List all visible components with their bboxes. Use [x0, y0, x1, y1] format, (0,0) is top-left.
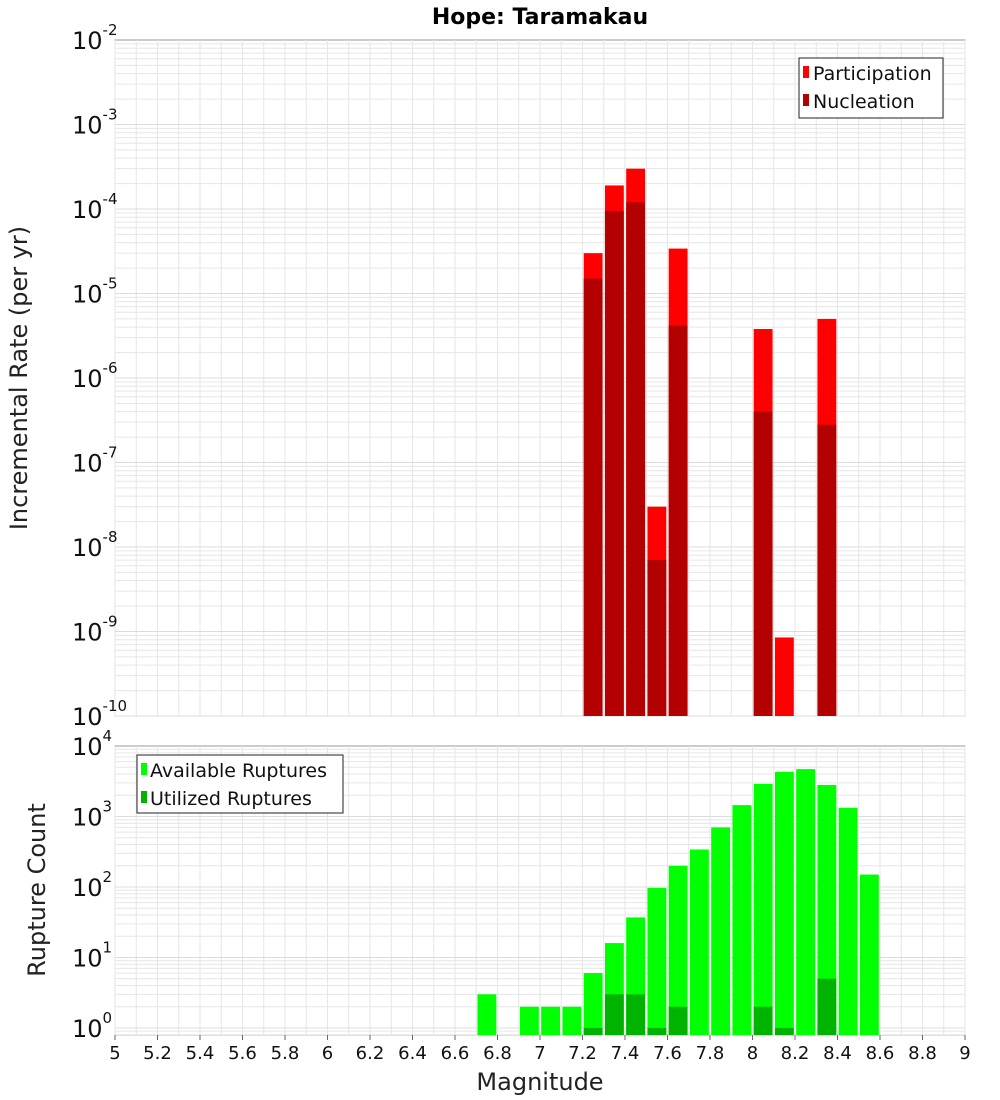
x-axis-label: Magnitude: [476, 1068, 603, 1096]
x-tick-label: 9: [959, 1043, 970, 1064]
count-available-ruptures-bar: [647, 887, 667, 1035]
rate-nucleation-bar: [668, 325, 688, 716]
top-y-tick-label: 10-9: [72, 613, 118, 647]
bottom-y-tick-label: 103: [72, 797, 112, 831]
incremental-rate-plot: 10-2 10-3 10-4 10-5 10-6 10-7 10-8 10-9 10-10 In…: [5, 21, 966, 731]
count-available-ruptures-bar: [796, 769, 816, 1035]
rate-nucleation-bar: [583, 278, 603, 716]
top-y-tick-label: 10-2: [72, 21, 118, 55]
x-tick-label: 6.2: [356, 1043, 385, 1064]
rate-nucleation-bar: [647, 560, 667, 716]
top-y-tick-label: 10-5: [72, 275, 118, 309]
count-available-ruptures-bar: [541, 1006, 561, 1035]
count-available-ruptures-bar: [519, 1006, 539, 1035]
utilized-ruptures-legend-label: Utilized Ruptures: [150, 788, 312, 810]
chart-title: Hope: Taramakau: [432, 5, 648, 30]
x-tick-label: 6: [322, 1043, 333, 1064]
x-tick-label: 5.4: [186, 1043, 215, 1064]
x-tick-label: 8.4: [823, 1043, 852, 1064]
rate-nucleation-bar: [817, 424, 837, 716]
count-available-ruptures-bar: [583, 973, 603, 1035]
top-legend-box: [798, 57, 944, 119]
bottom-legend: Available Ruptures Utilized Ruptures: [136, 754, 344, 814]
bottom-y-tick-label: 100: [72, 1009, 112, 1043]
count-available-ruptures-bar: [774, 771, 794, 1035]
top-legend: Participation Nucleation: [798, 57, 944, 119]
bottom-y-axis-label: Rupture Count: [23, 803, 51, 977]
x-tick-labels: 5 5.2 5.4 5.6 5.8 6 6.2 6.4 6.6 6.8 7 7.2 7.4 7.6 7.8 8…: [109, 1035, 971, 1064]
count-available-ruptures-bar: [689, 849, 709, 1035]
x-tick-label: 8: [747, 1043, 758, 1064]
rate-nucleation-bar: [626, 202, 646, 716]
x-tick-label: 7.4: [611, 1043, 640, 1064]
top-y-tick-label: 10-6: [72, 359, 118, 393]
x-tick-label: 8.2: [781, 1043, 810, 1064]
count-available-ruptures-bar: [753, 783, 773, 1035]
participation-legend-swatch: [803, 66, 809, 78]
utilized-ruptures-legend-swatch: [141, 791, 147, 803]
available-ruptures-legend-label: Available Ruptures: [150, 760, 327, 782]
count-utilized-ruptures-bar: [626, 994, 646, 1035]
count-available-ruptures-bar: [477, 994, 497, 1035]
nucleation-legend-label: Nucleation: [813, 91, 915, 113]
count-available-ruptures-bar: [732, 805, 752, 1035]
count-available-ruptures-bar: [562, 1006, 582, 1035]
bottom-y-tick-label: 102: [72, 868, 112, 902]
top-y-tick-label: 10-4: [72, 190, 118, 224]
bottom-legend-box: [136, 754, 344, 814]
count-utilized-ruptures-bar: [583, 1027, 603, 1035]
bottom-plot-bars: [477, 769, 879, 1035]
x-tick-label: 5.8: [271, 1043, 300, 1064]
x-tick-label: 5.2: [143, 1043, 172, 1064]
rate-nucleation-bar: [604, 210, 624, 716]
x-tick-label: 7: [534, 1043, 545, 1064]
x-tick-label: 7.8: [696, 1043, 725, 1064]
top-plot-bars: [583, 168, 837, 717]
top-y-axis-label: Incremental Rate (per yr): [5, 226, 33, 530]
participation-legend-label: Participation: [813, 63, 932, 85]
count-available-ruptures-bar: [711, 827, 731, 1035]
rate-nucleation-bar: [753, 411, 773, 716]
count-utilized-ruptures-bar: [647, 1027, 667, 1035]
bottom-y-tick-labels: 104 103 102 101 100: [72, 727, 112, 1043]
count-utilized-ruptures-bar: [774, 1027, 794, 1035]
x-tick-label: 8.8: [908, 1043, 937, 1064]
x-tick-label: 6.8: [483, 1043, 512, 1064]
top-y-tick-label: 10-7: [72, 444, 118, 478]
top-plot-grid: [114, 40, 966, 717]
bottom-y-tick-label: 101: [72, 938, 112, 972]
available-ruptures-legend-swatch: [141, 763, 147, 775]
count-available-ruptures-bar: [668, 865, 688, 1035]
x-tick-label: 7.6: [653, 1043, 682, 1064]
x-tick-label: 5: [109, 1043, 120, 1064]
bottom-y-tick-label: 104: [72, 727, 112, 761]
rate-participation-bar: [774, 637, 794, 716]
x-tick-label: 6.4: [398, 1043, 427, 1064]
x-tick-label: 8.6: [866, 1043, 895, 1064]
count-utilized-ruptures-bar: [753, 1006, 773, 1035]
count-available-ruptures-bar: [838, 807, 858, 1035]
count-available-ruptures-bar: [859, 874, 879, 1035]
x-tick-label: 7.2: [568, 1043, 597, 1064]
count-utilized-ruptures-bar: [604, 994, 624, 1035]
x-tick-label: 6.6: [441, 1043, 470, 1064]
top-y-tick-label: 10-3: [72, 106, 118, 140]
count-available-ruptures-bar: [817, 784, 837, 1035]
x-tick-label: 5.6: [228, 1043, 257, 1064]
rupture-count-plot: 104 103 102 101 100 Rupture Count Available …: [23, 727, 966, 1043]
nucleation-legend-swatch: [803, 94, 809, 106]
count-utilized-ruptures-bar: [668, 1006, 688, 1035]
top-y-tick-label: 10-10: [72, 697, 127, 731]
count-utilized-ruptures-bar: [817, 978, 837, 1035]
top-y-tick-label: 10-8: [72, 528, 118, 562]
